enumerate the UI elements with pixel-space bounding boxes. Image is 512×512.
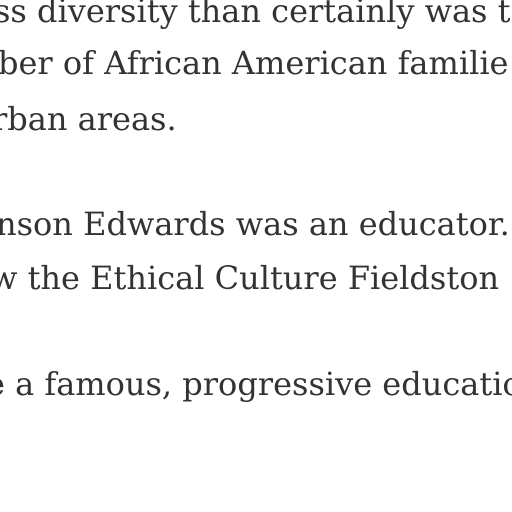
text-line: ber of African American familie xyxy=(0,44,509,82)
text-line: nson Edwards was an educator. xyxy=(0,205,510,243)
text-line: rban areas. xyxy=(0,100,177,138)
text-line: e a famous, progressive educatio xyxy=(0,365,512,403)
text-line: ss diversity than certainly was t xyxy=(0,0,511,30)
text-line: w the Ethical Culture Fieldston xyxy=(0,259,500,297)
